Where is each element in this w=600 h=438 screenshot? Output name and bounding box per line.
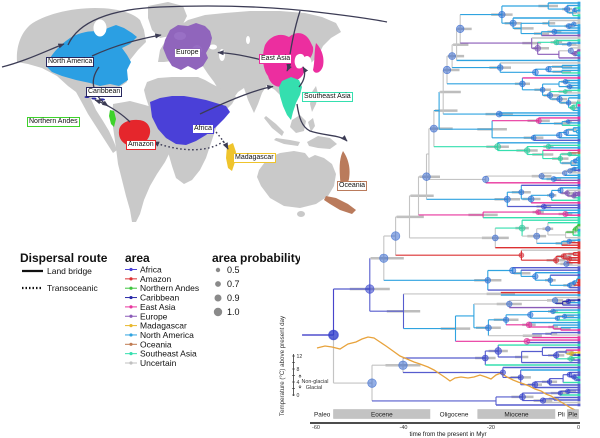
svg-text:-40: -40 [400,425,408,431]
svg-text:Southeast Asia: Southeast Asia [140,349,197,359]
svg-text:Uncertain: Uncertain [140,358,177,368]
svg-text:Northern Andes: Northern Andes [140,283,199,293]
svg-text:Ple: Ple [568,412,578,419]
svg-text:East Asia: East Asia [140,302,176,312]
svg-text:Temperature (°C) above present: Temperature (°C) above present day [279,315,286,416]
svg-text:time from the present in Myr: time from the present in Myr [409,431,486,438]
svg-text:Africa: Africa [140,265,162,275]
svg-text:Oligocene: Oligocene [440,412,469,419]
svg-text:Land bridge: Land bridge [47,266,92,276]
svg-text:Amazon: Amazon [140,274,171,284]
svg-text:Europe: Europe [140,311,168,321]
svg-text:Transoceanic: Transoceanic [47,283,98,293]
svg-text:0.7: 0.7 [227,279,240,289]
svg-text:area probability: area probability [212,251,300,265]
svg-text:Miocene: Miocene [504,412,529,419]
svg-text:0.5: 0.5 [227,265,240,275]
svg-text:Caribbean: Caribbean [140,293,179,303]
svg-text:North America: North America [140,330,194,340]
svg-text:1.0: 1.0 [227,307,240,317]
svg-text:4: 4 [297,380,300,386]
svg-text:Oceania: Oceania [140,339,172,349]
svg-text:Dispersal route: Dispersal route [20,251,108,265]
svg-text:Paleo: Paleo [314,412,331,419]
svg-text:Non-glacial: Non-glacial [302,379,329,385]
svg-text:-20: -20 [487,425,495,431]
svg-text:Glacial: Glacial [306,385,322,391]
svg-text:-60: -60 [312,425,320,431]
svg-text:area: area [125,251,150,265]
svg-text:12: 12 [297,354,303,360]
svg-text:Eocene: Eocene [371,412,393,419]
svg-text:8: 8 [297,367,300,373]
svg-text:0.9: 0.9 [227,293,240,303]
svg-text:0: 0 [297,393,300,399]
svg-text:Madagascar: Madagascar [140,321,187,331]
svg-text:0: 0 [577,425,580,431]
svg-text:Pli: Pli [558,412,565,419]
